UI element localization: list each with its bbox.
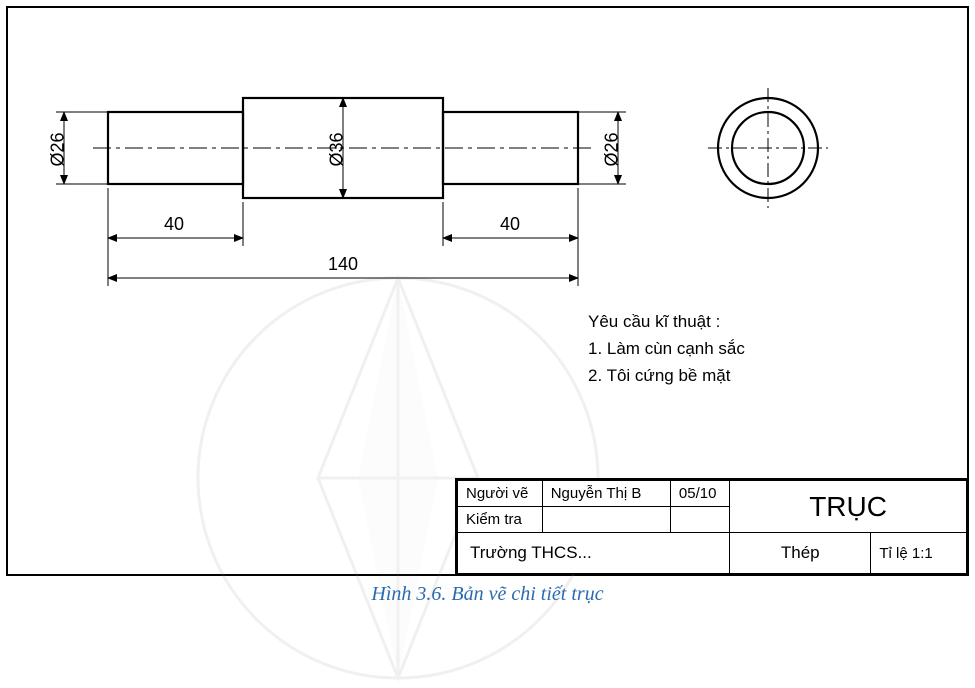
dim-label-d26-right: Ø26 [602,132,623,166]
figure-caption: Hình 3.6. Bản vẽ chi tiết trục [0,583,975,606]
req-item-2: 2. Tôi cứng bề mặt [588,362,745,389]
drawnby-date: 05/10 [670,481,729,507]
dim-label-d26-left: Ø26 [48,132,69,166]
title-block: Người vẽ Nguyễn Thị B 05/10 TRỤC Kiểm tr… [455,478,967,574]
part-name: TRỤC [730,481,967,533]
material-cell: Thép [730,533,871,574]
side-view [708,88,828,208]
caption-text: Hình 3.6. Bản vẽ chi tiết trục [371,583,603,605]
dim-label-d36: Ø36 [327,132,348,166]
req-heading: Yêu cầu kĩ thuật : [588,308,745,335]
requirements-block: Yêu cầu kĩ thuật : 1. Làm cùn cạnh sắc 2… [588,308,745,390]
drawing-frame: Ø26 Ø36 Ø26 40 40 140 Yêu cầu kĩ thuật :… [6,6,969,576]
scale-cell: Tỉ lệ 1:1 [871,533,967,574]
school-cell: Trường THCS... [458,533,730,574]
drawnby-name: Nguyễn Thị B [542,481,670,507]
dim-label-40-left: 40 [164,214,184,235]
checked-date [670,507,729,533]
checked-name [542,507,670,533]
drawnby-label: Người vẽ [458,481,543,507]
dim-label-40-right: 40 [500,214,520,235]
dim-label-140: 140 [328,254,358,275]
checked-label: Kiểm tra [458,507,543,533]
req-item-1: 1. Làm cùn cạnh sắc [588,335,745,362]
